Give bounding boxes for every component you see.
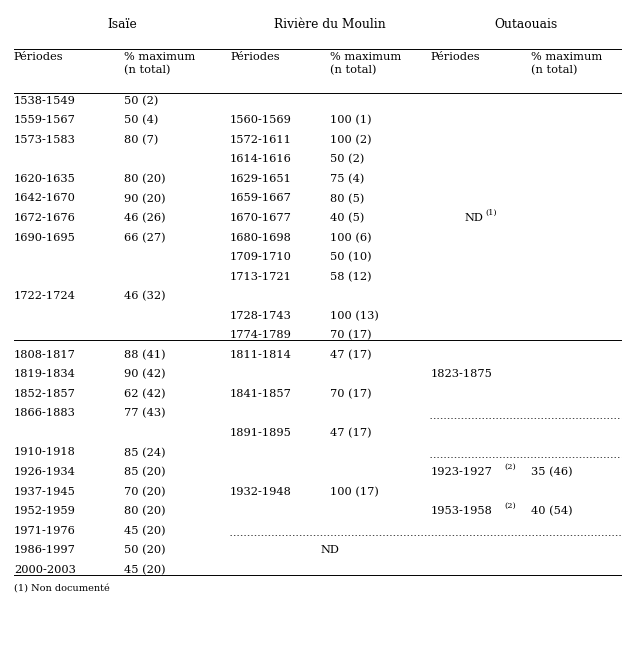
Text: 70 (17): 70 (17) bbox=[330, 389, 372, 399]
Text: Périodes: Périodes bbox=[14, 52, 64, 62]
Text: 58 (12): 58 (12) bbox=[330, 271, 372, 282]
Text: Rivière du Moulin: Rivière du Moulin bbox=[274, 18, 386, 31]
Text: 1659-1667: 1659-1667 bbox=[230, 194, 292, 203]
Text: 77 (43): 77 (43) bbox=[123, 408, 165, 419]
Text: 47 (17): 47 (17) bbox=[330, 428, 372, 438]
Text: Périodes: Périodes bbox=[230, 52, 279, 62]
Text: (2): (2) bbox=[504, 462, 516, 470]
Text: 66 (27): 66 (27) bbox=[123, 233, 165, 243]
Text: 1538-1549: 1538-1549 bbox=[14, 96, 75, 106]
Text: 70 (17): 70 (17) bbox=[330, 330, 372, 341]
Text: 50 (2): 50 (2) bbox=[330, 154, 365, 165]
Text: 1841-1857: 1841-1857 bbox=[230, 389, 292, 399]
Text: 1670-1677: 1670-1677 bbox=[230, 213, 292, 223]
Text: 62 (42): 62 (42) bbox=[123, 389, 165, 399]
Text: 85 (24): 85 (24) bbox=[123, 447, 165, 458]
Text: 1573-1583: 1573-1583 bbox=[14, 135, 75, 145]
Text: 1774-1789: 1774-1789 bbox=[230, 330, 292, 340]
Text: 1891-1895: 1891-1895 bbox=[230, 428, 292, 438]
Text: 1932-1948: 1932-1948 bbox=[230, 487, 292, 496]
Text: 1690-1695: 1690-1695 bbox=[14, 233, 75, 243]
Text: 1866-1883: 1866-1883 bbox=[14, 408, 75, 419]
Text: 88 (41): 88 (41) bbox=[123, 350, 165, 360]
Text: 100 (2): 100 (2) bbox=[330, 135, 372, 145]
Text: 40 (5): 40 (5) bbox=[330, 213, 365, 224]
Text: 1910-1918: 1910-1918 bbox=[14, 447, 75, 458]
Text: 1923-1927: 1923-1927 bbox=[430, 467, 493, 477]
Text: 1642-1670: 1642-1670 bbox=[14, 194, 75, 203]
Text: 1728-1743: 1728-1743 bbox=[230, 311, 292, 320]
Text: 50 (10): 50 (10) bbox=[330, 252, 372, 262]
Text: 1572-1611: 1572-1611 bbox=[230, 135, 292, 145]
Text: 50 (20): 50 (20) bbox=[123, 545, 165, 555]
Text: 1971-1976: 1971-1976 bbox=[14, 526, 75, 536]
Text: % maximum
(n total): % maximum (n total) bbox=[530, 52, 602, 75]
Text: 100 (13): 100 (13) bbox=[330, 311, 379, 321]
Text: 1620-1635: 1620-1635 bbox=[14, 174, 75, 184]
Text: 75 (4): 75 (4) bbox=[330, 174, 365, 184]
Text: 1811-1814: 1811-1814 bbox=[230, 350, 292, 360]
Text: 46 (32): 46 (32) bbox=[123, 291, 165, 301]
Text: 100 (1): 100 (1) bbox=[330, 115, 372, 126]
Text: 45 (20): 45 (20) bbox=[123, 526, 165, 536]
Text: 1852-1857: 1852-1857 bbox=[14, 389, 75, 399]
Text: Isaïe: Isaïe bbox=[107, 18, 137, 31]
Text: 1713-1721: 1713-1721 bbox=[230, 271, 292, 282]
Text: 50 (4): 50 (4) bbox=[123, 115, 158, 126]
Text: 80 (5): 80 (5) bbox=[330, 194, 365, 204]
Text: 1953-1958: 1953-1958 bbox=[430, 506, 493, 516]
Text: 80 (20): 80 (20) bbox=[123, 174, 165, 184]
Text: 1823-1875: 1823-1875 bbox=[430, 370, 493, 379]
Text: 1808-1817: 1808-1817 bbox=[14, 350, 75, 360]
Text: 90 (42): 90 (42) bbox=[123, 370, 165, 379]
Text: ND: ND bbox=[465, 213, 484, 223]
Text: 100 (6): 100 (6) bbox=[330, 233, 372, 243]
Text: 1819-1834: 1819-1834 bbox=[14, 370, 75, 379]
Text: 1709-1710: 1709-1710 bbox=[230, 252, 292, 262]
Text: 46 (26): 46 (26) bbox=[123, 213, 165, 224]
Text: 1560-1569: 1560-1569 bbox=[230, 115, 292, 126]
Text: 1614-1616: 1614-1616 bbox=[230, 154, 292, 164]
Text: Outaouais: Outaouais bbox=[494, 18, 557, 31]
Text: 2000-2003: 2000-2003 bbox=[14, 564, 75, 575]
Text: 1680-1698: 1680-1698 bbox=[230, 233, 292, 243]
Text: ND: ND bbox=[321, 545, 340, 555]
Text: 1986-1997: 1986-1997 bbox=[14, 545, 75, 555]
Text: (1) Non documenté: (1) Non documenté bbox=[14, 583, 109, 593]
Text: 47 (17): 47 (17) bbox=[330, 350, 372, 360]
Text: 1722-1724: 1722-1724 bbox=[14, 291, 75, 301]
Text: 45 (20): 45 (20) bbox=[123, 564, 165, 575]
Text: 1672-1676: 1672-1676 bbox=[14, 213, 75, 223]
Text: % maximum
(n total): % maximum (n total) bbox=[123, 52, 195, 75]
Text: 50 (2): 50 (2) bbox=[123, 96, 158, 106]
Text: (1): (1) bbox=[486, 209, 497, 216]
Text: 100 (17): 100 (17) bbox=[330, 487, 379, 497]
Text: 40 (54): 40 (54) bbox=[530, 506, 572, 517]
Text: 1926-1934: 1926-1934 bbox=[14, 467, 75, 477]
Text: 1952-1959: 1952-1959 bbox=[14, 506, 75, 516]
Text: 1629-1651: 1629-1651 bbox=[230, 174, 292, 184]
Text: 90 (20): 90 (20) bbox=[123, 194, 165, 204]
Text: (2): (2) bbox=[504, 502, 516, 509]
Text: % maximum
(n total): % maximum (n total) bbox=[330, 52, 401, 75]
Text: 1937-1945: 1937-1945 bbox=[14, 487, 75, 496]
Text: 80 (7): 80 (7) bbox=[123, 135, 158, 145]
Text: 85 (20): 85 (20) bbox=[123, 467, 165, 477]
Text: Périodes: Périodes bbox=[430, 52, 480, 62]
Text: 1559-1567: 1559-1567 bbox=[14, 115, 75, 126]
Text: 80 (20): 80 (20) bbox=[123, 506, 165, 517]
Text: 70 (20): 70 (20) bbox=[123, 487, 165, 497]
Text: 35 (46): 35 (46) bbox=[530, 467, 572, 477]
